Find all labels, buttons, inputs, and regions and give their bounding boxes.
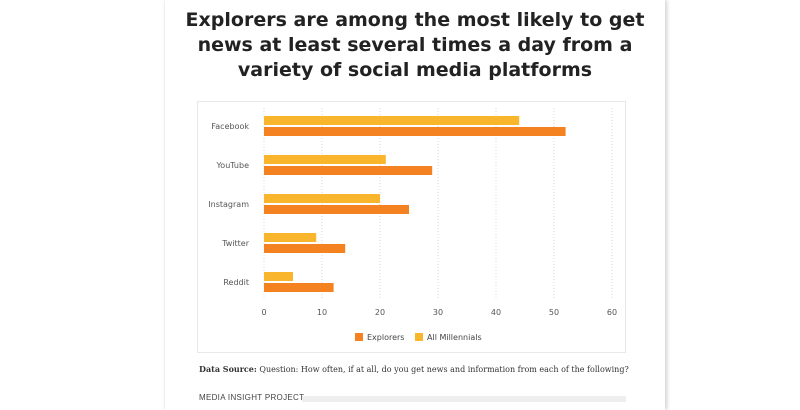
- bar-explorers: [264, 244, 346, 253]
- bar-explorers: [264, 283, 334, 292]
- data-source-note: Data Source: Question: How often, if at …: [199, 364, 629, 374]
- x-tick-label: 20: [375, 308, 385, 317]
- bar-all-millennials: [264, 272, 293, 281]
- category-label: YouTube: [215, 161, 249, 170]
- legend-label: Explorers: [367, 333, 404, 342]
- bar-all-millennials: [264, 116, 520, 125]
- chart-title-line: Explorers are among the most likely to g…: [185, 9, 645, 31]
- x-tick-label: 0: [261, 308, 266, 317]
- chart-title-line: variety of social media platforms: [237, 59, 593, 81]
- bar-all-millennials: [264, 233, 317, 242]
- category-label: Facebook: [211, 122, 249, 131]
- bar-explorers: [264, 166, 433, 175]
- plot-frame: [197, 101, 626, 353]
- legend-swatch: [415, 333, 423, 341]
- x-tick-label: 40: [491, 308, 501, 317]
- chart-title-line: news at least several times a day from a: [197, 34, 633, 56]
- bar-all-millennials: [264, 194, 380, 203]
- category-label: Reddit: [223, 278, 249, 287]
- chart-card: Explorers are among the most likely to g…: [165, 0, 665, 410]
- footer-label: MEDIA INSIGHT PROJECT: [199, 393, 305, 402]
- x-tick-label: 50: [549, 308, 559, 317]
- bar-explorers: [264, 205, 409, 214]
- category-label: Instagram: [208, 200, 249, 209]
- x-tick-label: 60: [607, 308, 617, 317]
- bar-all-millennials: [264, 155, 386, 164]
- x-tick-label: 10: [317, 308, 327, 317]
- footer-divider: [302, 396, 626, 402]
- legend-swatch: [355, 333, 363, 341]
- data-source-label: Data Source:: [199, 364, 257, 374]
- category-label: Twitter: [221, 239, 250, 248]
- x-tick-label: 30: [433, 308, 443, 317]
- legend-label: All Millennials: [427, 333, 482, 342]
- chart-title: Explorers are among the most likely to g…: [165, 8, 665, 83]
- bar-explorers: [264, 127, 566, 136]
- data-source-text: Question: How often, if at all, do you g…: [259, 365, 629, 374]
